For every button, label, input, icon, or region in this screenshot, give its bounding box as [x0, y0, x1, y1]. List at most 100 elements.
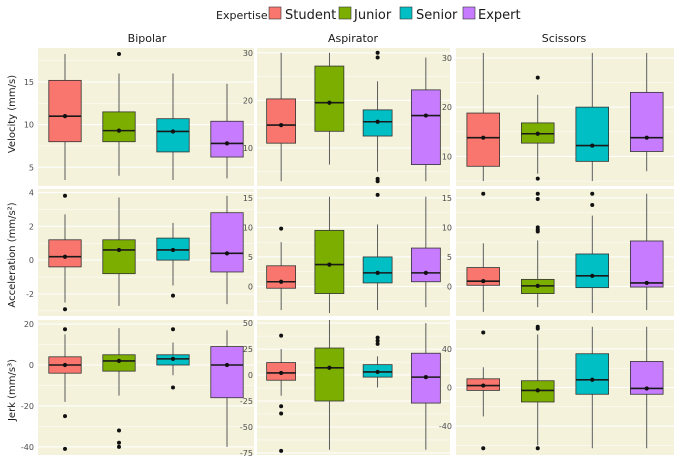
outlier-point [481, 446, 486, 451]
box-body [210, 346, 244, 399]
y-tick-label: 2 [29, 222, 34, 231]
box-expert [630, 193, 664, 311]
legend-label-student: Student [285, 8, 336, 23]
mean-point [590, 273, 595, 278]
box-student [266, 333, 296, 453]
box-senior [156, 222, 190, 298]
panel-r0-c2: 10 20 30 [442, 48, 674, 186]
y-tick-label: 0 [29, 361, 34, 370]
legend: Expertise Student Junior Senior Expert [216, 6, 521, 23]
box-junior [102, 328, 136, 449]
outlier-point [63, 327, 67, 332]
column-title-scissors: Scissors [542, 32, 587, 45]
y-tick-label: -2 [26, 290, 34, 299]
mean-point [224, 141, 230, 146]
y-tick-label: 50 [243, 319, 253, 328]
y-tick-label: -20 [21, 402, 34, 411]
mean-point [327, 262, 332, 267]
y-tick-label: 4 [29, 188, 34, 197]
y-tick-label: 0 [248, 282, 253, 291]
y-tick-label: 15 [243, 194, 253, 203]
mean-point [423, 113, 428, 118]
box-body [210, 212, 244, 273]
outlier-point [535, 197, 540, 202]
box-student [48, 327, 82, 451]
panel-r1-c2: 0 5 10 15 [442, 189, 674, 316]
box-senior [362, 50, 393, 184]
box-student [466, 191, 500, 312]
box-senior [575, 326, 610, 449]
box-senior [156, 327, 190, 390]
box-body [266, 98, 296, 144]
mean-point [481, 279, 486, 284]
box-expert [210, 330, 244, 447]
box-body [362, 256, 393, 284]
mean-point [62, 254, 68, 259]
y-tick-label: 40 [442, 345, 452, 354]
row-title-acceleration: Acceleration (mm/s²) [7, 202, 18, 307]
box-junior [314, 196, 345, 314]
column-title-aspirator: Aspirator [328, 32, 379, 45]
y-tick-label: 5 [447, 253, 452, 262]
legend-item-senior: Senior [399, 6, 458, 23]
box-junior [314, 320, 345, 450]
y-tick-label: -40 [21, 443, 34, 452]
outlier-point [117, 51, 121, 56]
legend-key-student [268, 6, 282, 20]
outlier-point [375, 55, 380, 60]
box-expert [630, 52, 664, 172]
outlier-point [375, 338, 380, 343]
mean-point [644, 135, 649, 140]
outlier-point [171, 327, 175, 332]
box-expert [410, 323, 441, 450]
panel-r1-c1: 0 5 10 15 [243, 189, 450, 316]
box-body [630, 240, 664, 288]
mean-point [481, 383, 486, 388]
outlier-point [279, 448, 284, 453]
box-senior [156, 73, 190, 181]
row-title-velocity: Velocity (mm/s) [7, 75, 18, 153]
y-tick-label: 0 [447, 384, 452, 393]
y-tick-label: 20 [24, 320, 34, 329]
outlier-point [117, 444, 121, 449]
panel-r0-c1: 10 20 30 [243, 48, 450, 186]
mean-point [170, 129, 176, 134]
outlier-point [375, 50, 380, 55]
outlier-point [481, 330, 486, 335]
legend-item-student: Student [268, 6, 336, 23]
y-tick-label: 20 [442, 103, 452, 112]
mean-point [535, 131, 540, 136]
mean-point [535, 388, 540, 393]
y-tick-label: 10 [243, 223, 253, 232]
box-student [48, 53, 82, 181]
box-body [156, 118, 190, 153]
box-body [314, 229, 345, 294]
outlier-point [590, 202, 595, 207]
outlier-point [375, 335, 380, 340]
panels: 51015102030102030-2024051015051015-40-20… [21, 48, 674, 458]
legend-label-junior: Junior [353, 8, 392, 23]
y-tick-label: 30 [243, 49, 253, 58]
legend-key-expert [462, 6, 476, 20]
mean-point [590, 143, 595, 148]
outlier-point [535, 75, 540, 80]
y-tick-label: -75 [240, 449, 253, 458]
outlier-point [375, 179, 380, 184]
box-junior [521, 191, 555, 308]
outlier-point [535, 326, 540, 331]
mean-point [423, 375, 428, 380]
mean-point [375, 119, 380, 124]
mean-point [116, 247, 122, 253]
mean-point [62, 362, 68, 368]
box-senior [575, 52, 610, 182]
y-tick-label: 10 [442, 223, 452, 232]
box-body [410, 89, 441, 165]
mean-point [590, 377, 595, 382]
box-senior [362, 192, 393, 311]
box-body [630, 91, 664, 152]
box-junior [314, 52, 345, 165]
outlier-point [117, 440, 121, 445]
mean-point [327, 365, 332, 370]
box-expert [210, 195, 244, 305]
mean-point [644, 280, 649, 286]
